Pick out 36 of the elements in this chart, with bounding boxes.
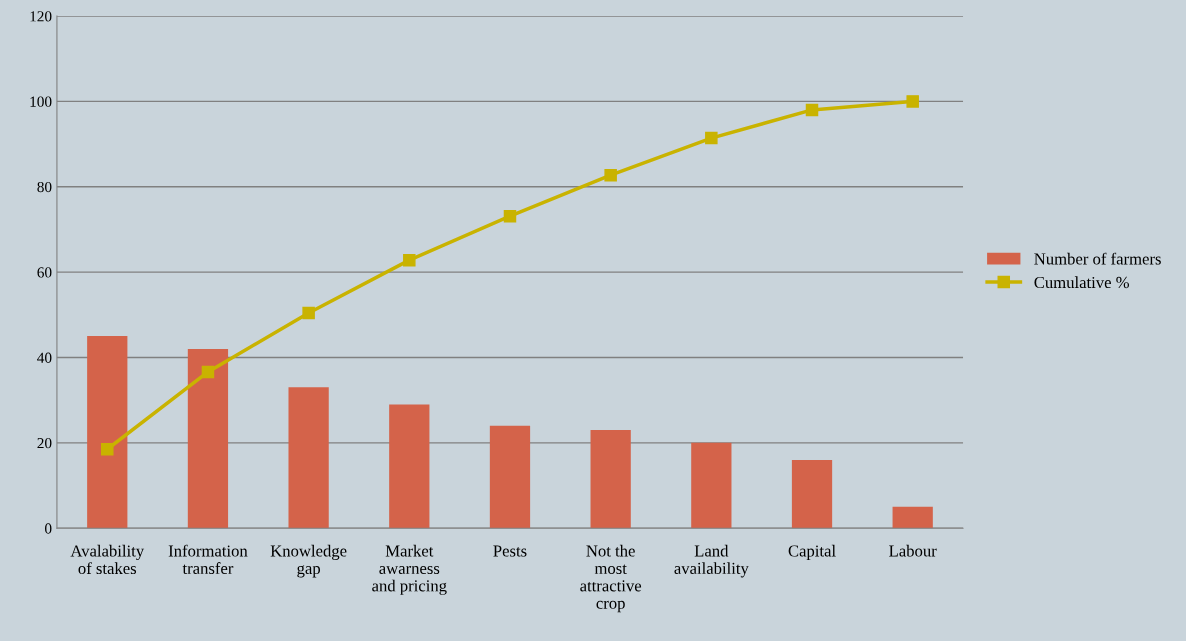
point xyxy=(503,209,517,223)
legend-label: Number of farmers xyxy=(1034,252,1161,265)
y-tick-label: 20 xyxy=(37,437,52,449)
bar xyxy=(590,430,631,529)
x-tick-label: Not the most attractive crop xyxy=(580,544,642,613)
x-tick-label: Avalability of stakes xyxy=(70,544,145,575)
x-tick-label: Pests xyxy=(493,545,527,557)
bar xyxy=(288,387,329,529)
y-tick-label: 40 xyxy=(37,352,52,363)
point xyxy=(705,131,718,145)
point xyxy=(101,442,114,456)
point xyxy=(403,253,416,267)
y-tick-label: 120 xyxy=(30,11,52,22)
y-tick-label: 60 xyxy=(37,267,52,278)
point xyxy=(302,306,315,320)
y-tick-label: 0 xyxy=(45,523,52,534)
bar xyxy=(187,348,229,529)
x-tick-label: Knowledge gap xyxy=(270,544,347,578)
bar xyxy=(691,442,732,529)
bar xyxy=(892,506,933,529)
y-tick-label: 80 xyxy=(37,181,52,193)
point xyxy=(805,103,819,117)
bar xyxy=(489,425,531,529)
legend-label: Cumulative % xyxy=(1034,276,1130,289)
x-tick-label: Capital xyxy=(788,544,836,560)
x-tick-label: Information transfer xyxy=(168,544,248,575)
bar xyxy=(791,459,833,529)
y-tick-label: 100 xyxy=(30,96,52,107)
point xyxy=(201,365,215,379)
x-tick-label: Market awarness and pricing xyxy=(372,544,447,595)
point xyxy=(604,168,617,182)
point xyxy=(906,95,919,108)
x-tick-label: Land availability xyxy=(674,544,749,578)
bar xyxy=(389,404,430,529)
x-tick-label: Labour xyxy=(889,544,937,557)
bar xyxy=(87,336,128,529)
